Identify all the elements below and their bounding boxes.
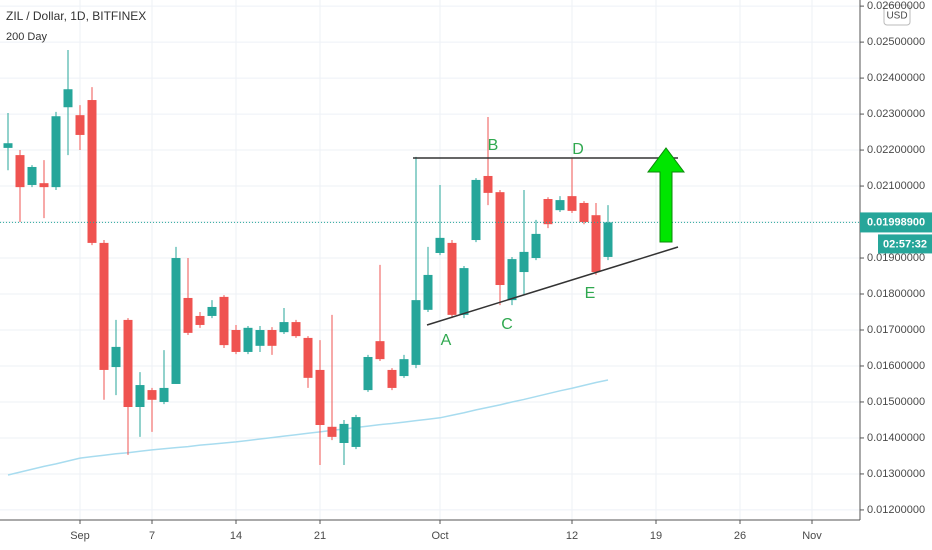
candle-body [291,322,301,337]
x-tick-label: 19 [650,530,662,542]
candle-body [63,89,73,108]
candle-body [75,115,85,135]
x-tick-label: 26 [734,530,746,542]
candle-body [435,237,445,253]
y-tick-label: 0.02100000 [867,180,925,192]
candle-body [483,175,493,193]
y-tick-label: 0.02200000 [867,144,925,156]
grid [0,0,860,520]
candle-body [207,306,217,316]
candle-body [471,179,481,241]
candle-body [159,387,169,402]
candle-body [567,196,577,211]
candle-body [339,423,349,443]
candle-body [327,426,337,437]
candle-body [15,155,25,188]
candle-body [603,222,613,257]
y-tick-label: 0.01500000 [867,396,925,408]
y-tick-label: 0.01400000 [867,432,925,444]
candle-body [507,259,517,301]
candle-body [375,341,385,360]
candle-body [219,296,229,346]
x-tick-label: Oct [431,530,448,542]
pattern-label: D [572,141,584,158]
candle-body [447,242,457,315]
candle-body [591,215,601,273]
candle-body [387,369,397,388]
candle-body [111,346,121,368]
pattern-label: A [441,332,452,349]
candle-body [579,202,589,223]
y-tick-label: 0.02400000 [867,72,925,84]
price-tag-label: 0.01998900 [867,216,925,228]
candle-body [315,369,325,425]
pattern-label: E [585,285,596,302]
y-tick-label: 0.01200000 [867,504,925,516]
candle-body [39,183,49,188]
candle-body [555,200,565,211]
y-tick-label: 0.02300000 [867,108,925,120]
x-tick-label: 12 [566,530,578,542]
x-tick-label: Sep [70,530,90,542]
candle-body [243,327,253,352]
x-tick-label: Nov [802,530,822,542]
y-tick-label: 0.02500000 [867,36,925,48]
price-tag [860,212,932,233]
up-arrow [647,147,685,243]
candle-body [351,417,361,447]
indicator-label: 200 Day [6,31,47,43]
candle-body [519,251,529,273]
pattern-label: C [501,316,513,333]
candle-body [303,337,313,378]
x-tick-label: 21 [314,530,326,542]
countdown-label: 02:57:32 [883,238,927,250]
candle-body [135,385,145,408]
candle-body [363,356,373,391]
candle-body [411,300,421,365]
ma-line [7,379,609,476]
candle-body [51,116,61,188]
candle-body [87,100,97,243]
candle-body [399,359,409,377]
candle-body [267,329,277,346]
candle-body [543,199,553,225]
candle-body [255,329,265,346]
candle-body [123,319,133,408]
y-tick-label: 0.01900000 [867,252,925,264]
candle-body [3,143,13,148]
candle-body [531,233,541,259]
y-tick-label: 0.01300000 [867,468,925,480]
chart-title: ZIL / Dollar, 1D, BITFINEX [6,9,146,23]
currency[interactable]: USD [886,11,907,22]
y-tick-label: 0.01600000 [867,360,925,372]
trendline [426,246,679,326]
candle-body [147,390,157,400]
candle-body [231,329,241,352]
candle-body [195,315,205,325]
y-tick-label: 0.01700000 [867,324,925,336]
currency-box[interactable] [883,4,911,26]
y-tick-label: 0.02600000 [867,0,925,12]
candle-body [183,297,193,333]
candle-body [171,258,181,384]
countdown-tag [878,234,932,254]
candle-body [279,322,289,333]
candle-body [27,166,37,185]
y-tick-label: 0.01800000 [867,288,925,300]
candle-body [99,242,109,370]
x-tick-label: 7 [149,530,155,542]
candle-body [423,274,433,310]
pattern-label: B [488,137,499,154]
candle-body [459,268,469,315]
plot [0,50,860,476]
candle-body [495,192,505,286]
x-tick-label: 14 [230,530,242,542]
